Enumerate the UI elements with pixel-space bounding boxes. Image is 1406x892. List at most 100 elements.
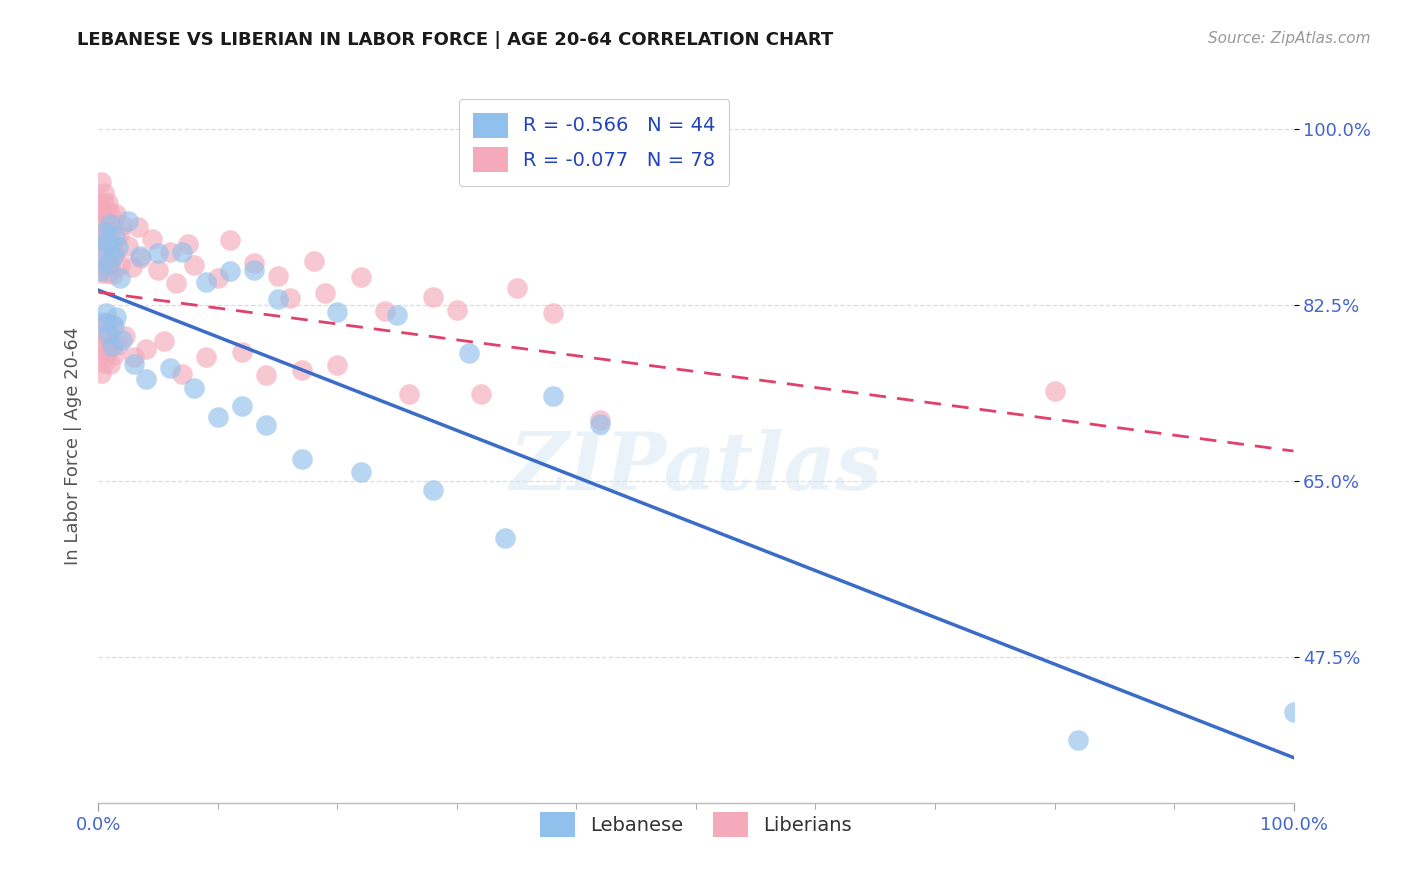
Point bbox=[141, 232, 163, 246]
Point bbox=[101, 267, 124, 281]
Point bbox=[385, 309, 409, 323]
Point bbox=[90, 235, 112, 250]
Point bbox=[135, 372, 157, 386]
Point bbox=[97, 336, 120, 351]
Point bbox=[91, 256, 114, 270]
Point bbox=[100, 236, 122, 251]
Point bbox=[98, 206, 122, 220]
Point bbox=[98, 227, 121, 241]
Point bbox=[96, 256, 118, 270]
Point bbox=[131, 251, 153, 265]
Point bbox=[195, 350, 218, 364]
Point bbox=[159, 244, 181, 259]
Point bbox=[302, 253, 325, 268]
Text: Source: ZipAtlas.com: Source: ZipAtlas.com bbox=[1208, 31, 1371, 46]
Point bbox=[589, 417, 612, 431]
Point bbox=[91, 244, 114, 259]
Point bbox=[124, 351, 146, 365]
Point bbox=[177, 237, 200, 252]
Legend: Lebanese, Liberians: Lebanese, Liberians bbox=[530, 802, 862, 847]
Point bbox=[326, 305, 349, 319]
Point bbox=[96, 216, 118, 230]
Point bbox=[104, 247, 127, 261]
Point bbox=[93, 195, 115, 210]
Point bbox=[153, 334, 176, 349]
Point bbox=[470, 387, 492, 401]
Point bbox=[172, 245, 194, 260]
Point bbox=[96, 236, 118, 251]
Point bbox=[117, 239, 139, 253]
Point bbox=[108, 271, 131, 285]
Point bbox=[589, 413, 612, 427]
Point bbox=[124, 358, 146, 372]
Point bbox=[254, 418, 277, 433]
Point bbox=[422, 290, 444, 304]
Point bbox=[494, 531, 516, 545]
Point bbox=[100, 317, 122, 331]
Point bbox=[1067, 732, 1090, 747]
Point bbox=[291, 363, 314, 377]
Point bbox=[105, 207, 128, 221]
Point bbox=[350, 466, 373, 480]
Point bbox=[96, 346, 118, 360]
Point bbox=[90, 175, 112, 189]
Point bbox=[94, 226, 117, 240]
Point bbox=[243, 263, 266, 277]
Point bbox=[108, 258, 131, 272]
Point bbox=[104, 229, 127, 244]
Point bbox=[219, 233, 242, 247]
Point bbox=[89, 194, 111, 209]
Point bbox=[278, 291, 301, 305]
Point bbox=[97, 196, 120, 211]
Point bbox=[107, 240, 129, 254]
Point bbox=[96, 236, 118, 251]
Point bbox=[107, 338, 129, 352]
Point bbox=[98, 257, 121, 271]
Point bbox=[97, 267, 120, 281]
Point bbox=[94, 206, 117, 220]
Point bbox=[231, 399, 253, 413]
Text: LEBANESE VS LIBERIAN IN LABOR FORCE | AGE 20-64 CORRELATION CHART: LEBANESE VS LIBERIAN IN LABOR FORCE | AG… bbox=[77, 31, 834, 49]
Point bbox=[458, 346, 481, 360]
Point bbox=[105, 310, 128, 325]
Point bbox=[94, 306, 117, 320]
Point bbox=[129, 249, 152, 263]
Point bbox=[93, 186, 115, 200]
Point bbox=[267, 269, 290, 284]
Point bbox=[100, 338, 122, 352]
Point bbox=[446, 303, 468, 318]
Point bbox=[207, 271, 229, 285]
Point bbox=[219, 263, 242, 277]
Point bbox=[183, 258, 205, 272]
Y-axis label: In Labor Force | Age 20-64: In Labor Force | Age 20-64 bbox=[63, 326, 82, 566]
Point bbox=[98, 218, 122, 232]
Point bbox=[207, 409, 229, 424]
Point bbox=[541, 306, 564, 320]
Point bbox=[94, 316, 117, 330]
Point bbox=[114, 329, 136, 343]
Point bbox=[172, 367, 194, 381]
Point bbox=[101, 249, 124, 263]
Point bbox=[90, 366, 112, 380]
Point bbox=[91, 215, 114, 229]
Point bbox=[350, 270, 373, 285]
Point bbox=[165, 276, 187, 290]
Point bbox=[135, 342, 157, 356]
Point bbox=[374, 303, 396, 318]
Point bbox=[315, 285, 337, 300]
Point bbox=[159, 361, 181, 376]
Point bbox=[91, 336, 114, 351]
Point bbox=[148, 246, 170, 260]
Point bbox=[97, 327, 120, 342]
Point bbox=[121, 260, 143, 274]
Point bbox=[1282, 706, 1305, 720]
Point bbox=[91, 315, 114, 329]
Point bbox=[90, 264, 112, 278]
Point bbox=[506, 281, 529, 295]
Point bbox=[107, 227, 129, 242]
Point bbox=[93, 356, 115, 370]
Point bbox=[117, 214, 139, 228]
Point bbox=[103, 319, 125, 334]
Point bbox=[422, 483, 444, 497]
Point bbox=[89, 326, 111, 340]
